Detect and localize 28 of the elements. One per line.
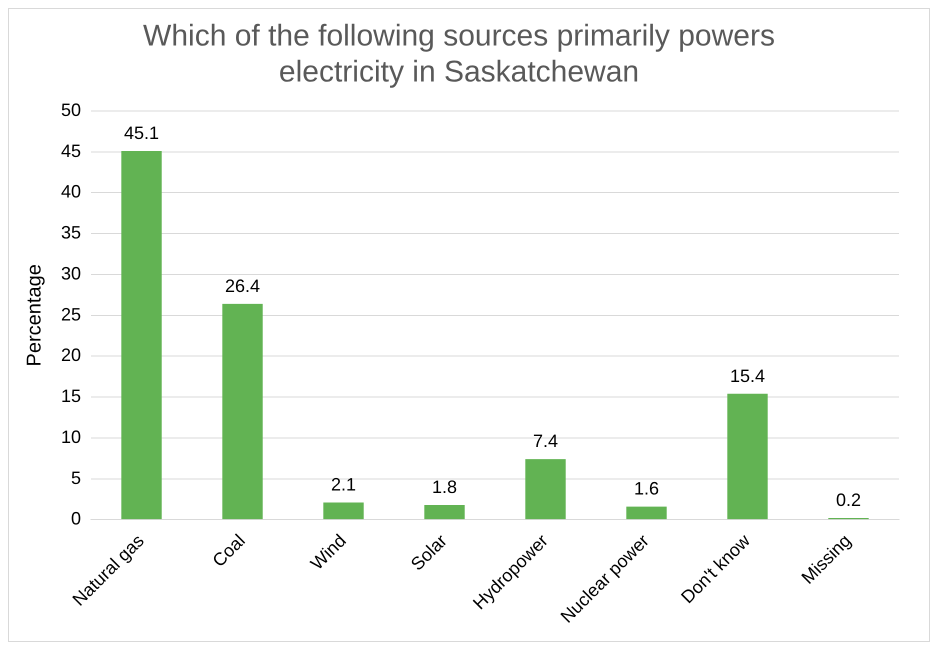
- y-tick-label: 15: [60, 386, 82, 406]
- data-label: 1.6: [634, 478, 660, 499]
- data-label: 1.8: [432, 476, 458, 497]
- y-tick-label: 10: [60, 426, 82, 447]
- data-label: 2.1: [331, 474, 356, 494]
- y-tick-label: 45: [60, 140, 82, 161]
- y-tick-label: 35: [60, 222, 82, 243]
- data-label: 15.4: [730, 366, 766, 386]
- bar: [424, 504, 465, 520]
- bar: [323, 502, 364, 520]
- data-label: 7.4: [532, 431, 558, 452]
- y-tick-label: 5: [71, 468, 82, 488]
- bar: [727, 394, 768, 520]
- data-label: 26.4: [224, 276, 260, 296]
- bar: [222, 304, 263, 520]
- bar: [525, 459, 566, 520]
- data-label: 45.1: [124, 123, 160, 144]
- bar: [626, 506, 667, 520]
- y-tick-label: 25: [60, 304, 82, 324]
- y-tick-label: 50: [60, 100, 82, 120]
- chart-title: Which of the following sources primarily powers electricity in Saskatchewan: [143, 19, 775, 88]
- y-tick-label: 20: [60, 345, 82, 366]
- bar: [121, 151, 162, 520]
- data-label: 0.2: [836, 490, 862, 510]
- y-tick-label: 0: [71, 508, 82, 529]
- y-tick-label: 40: [60, 182, 82, 202]
- y-tick-label: 30: [60, 263, 82, 284]
- y-axis-title: Percentage: [24, 264, 46, 366]
